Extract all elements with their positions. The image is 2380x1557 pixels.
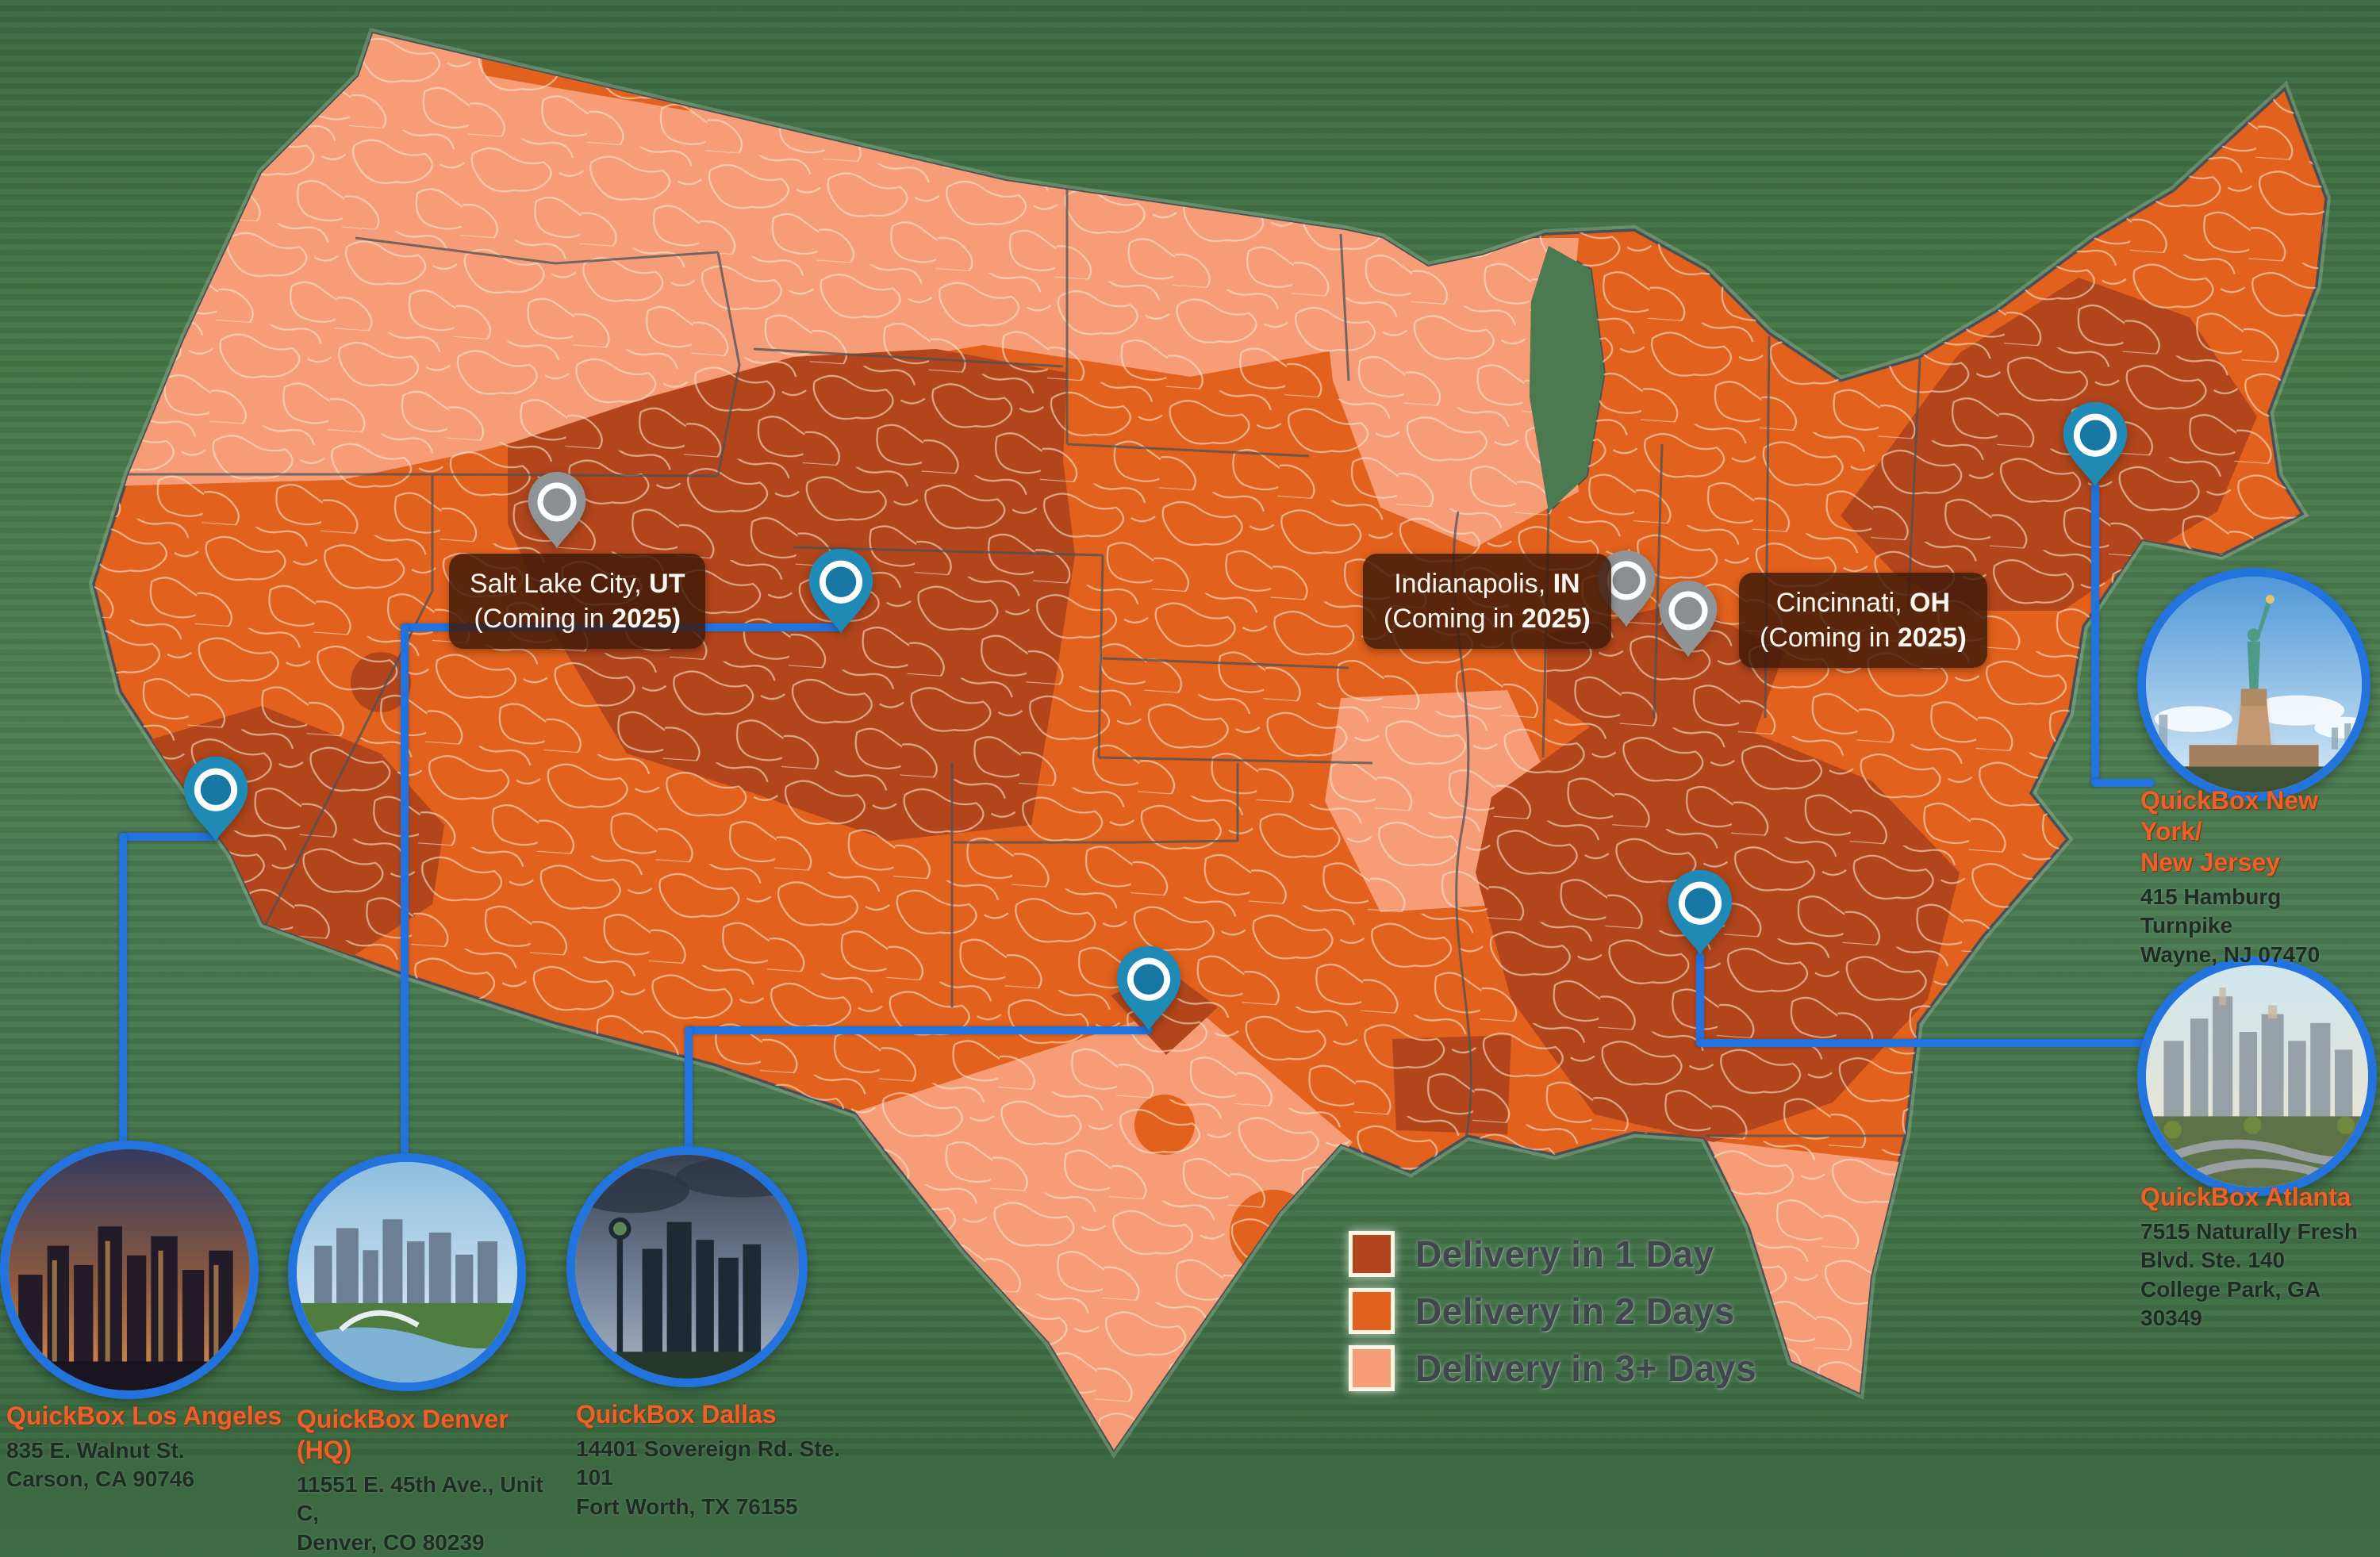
facility-label-dallas: QuickBox Dallas 14401 Sovereign Rd. Ste.… bbox=[576, 1399, 862, 1521]
legend-swatch-2-days bbox=[1349, 1288, 1395, 1334]
facility-label-atlanta: QuickBox Atlanta 7515 Naturally Fresh Bl… bbox=[2140, 1182, 2378, 1333]
chip-year: 2025) bbox=[1521, 604, 1591, 635]
map-pin-icon-dallas bbox=[1116, 946, 1181, 1031]
map-pin-icon-new-york bbox=[2063, 402, 2128, 487]
facility-address-line: 7515 Naturally Fresh bbox=[2140, 1219, 2358, 1244]
chip-city: Indianapolis, bbox=[1394, 569, 1546, 599]
statue-of-liberty-image bbox=[2146, 577, 2362, 792]
facility-address-line: Carson, CA 90746 bbox=[6, 1467, 195, 1492]
facility-name: QuickBox Los Angeles bbox=[6, 1402, 282, 1430]
facility-address-line: 835 E. Walnut St. bbox=[6, 1438, 185, 1463]
facility-address-line: 415 Hamburg Turnpike bbox=[2140, 884, 2282, 938]
connector-atlanta-h bbox=[1696, 1039, 2150, 1047]
facility-address-line: College Park, GA 30349 bbox=[2140, 1276, 2320, 1331]
chip-year: 2025) bbox=[1897, 623, 1967, 654]
chip-city: Salt Lake City, bbox=[470, 569, 642, 599]
map-pin-icon-atlanta bbox=[1668, 870, 1733, 955]
facility-address-line: Denver, CO 80239 bbox=[297, 1529, 485, 1555]
facility-name: QuickBox Atlanta bbox=[2140, 1183, 2351, 1211]
connector-los-angeles-h bbox=[119, 833, 219, 841]
facility-label-new-york-new-jersey: QuickBox New York/ New Jersey 415 Hambur… bbox=[2140, 785, 2378, 969]
connector-dallas-v bbox=[685, 1026, 693, 1152]
facility-address-line: 11551 E. 45th Ave., Unit C, bbox=[297, 1472, 543, 1526]
chip-note: (Coming in bbox=[1760, 623, 1898, 654]
legend-swatch-3plus-days bbox=[1349, 1345, 1395, 1391]
legend-row-3plus-days: Delivery in 3+ Days bbox=[1349, 1345, 1756, 1391]
connector-new-york-h bbox=[2091, 779, 2155, 787]
connector-dallas-h bbox=[685, 1026, 1153, 1034]
delivery-legend: Delivery in 1 Day Delivery in 2 Days Del… bbox=[1349, 1231, 1756, 1402]
facility-name: QuickBox Dallas bbox=[576, 1400, 777, 1429]
los-angeles-photo bbox=[0, 1141, 259, 1399]
facility-address-line: Blvd. Ste. 140 bbox=[2140, 1248, 2286, 1273]
legend-row-2-days: Delivery in 2 Days bbox=[1349, 1288, 1756, 1334]
facility-name: QuickBox Denver (HQ) bbox=[297, 1405, 509, 1465]
map-pin-icon-indianapolis bbox=[1597, 550, 1656, 627]
denver-photo bbox=[288, 1153, 526, 1391]
facility-name: QuickBox New York/ bbox=[2140, 786, 2319, 846]
us-choropleth-map bbox=[0, 0, 2380, 1459]
new-york-photo bbox=[2137, 568, 2370, 801]
map-pin-icon-los-angeles bbox=[183, 757, 248, 842]
coming-soon-chip-indianapolis: Indianapolis, IN (Coming in 2025) bbox=[1363, 554, 1611, 650]
legend-swatch-1-day bbox=[1349, 1231, 1395, 1277]
coming-soon-chip-salt-lake-city: Salt Lake City, UT (Coming in 2025) bbox=[449, 554, 706, 650]
legend-label: Delivery in 1 Day bbox=[1415, 1233, 1714, 1275]
dallas-photo bbox=[566, 1146, 808, 1387]
chip-city: Cincinnati, bbox=[1775, 588, 1902, 618]
facility-address-line: Fort Worth, TX 76155 bbox=[576, 1494, 798, 1519]
map-pin-icon-denver bbox=[808, 549, 873, 634]
atlanta-photo bbox=[2137, 957, 2377, 1196]
coming-soon-chip-cincinnati: Cincinnati, OH (Coming in 2025) bbox=[1739, 573, 1987, 669]
map-pin-icon-cincinnati bbox=[1659, 581, 1718, 658]
facility-name-line2: New Jersey bbox=[2140, 848, 2281, 877]
chip-note: (Coming in bbox=[474, 604, 612, 635]
legend-label: Delivery in 2 Days bbox=[1415, 1290, 1735, 1332]
denver-skyline-image bbox=[297, 1162, 517, 1383]
legend-label: Delivery in 3+ Days bbox=[1415, 1348, 1757, 1389]
chip-note: (Coming in bbox=[1384, 604, 1522, 635]
dallas-skyline-image bbox=[575, 1155, 799, 1379]
connector-new-york-v bbox=[2091, 482, 2099, 787]
atlanta-skyline-image bbox=[2146, 965, 2368, 1187]
facility-address-line: 14401 Sovereign Rd. Ste. 101 bbox=[576, 1436, 841, 1490]
legend-row-1-day: Delivery in 1 Day bbox=[1349, 1231, 1756, 1277]
facility-label-denver: QuickBox Denver (HQ) 11551 E. 45th Ave.,… bbox=[297, 1404, 566, 1557]
connector-los-angeles-v bbox=[119, 833, 127, 1150]
connector-atlanta-v bbox=[1696, 952, 1704, 1047]
map-pin-icon-salt-lake-city bbox=[528, 472, 586, 549]
chip-state: OH bbox=[1910, 588, 1950, 618]
connector-denver-v bbox=[401, 623, 409, 1160]
chip-state: IN bbox=[1553, 569, 1580, 599]
facility-address-line: Wayne, NJ 07470 bbox=[2140, 941, 2320, 967]
facility-label-los-angeles: QuickBox Los Angeles 835 E. Walnut St. C… bbox=[6, 1401, 292, 1494]
chip-state: UT bbox=[649, 569, 685, 599]
los-angeles-skyline-image bbox=[9, 1149, 250, 1390]
chip-year: 2025) bbox=[612, 604, 681, 635]
